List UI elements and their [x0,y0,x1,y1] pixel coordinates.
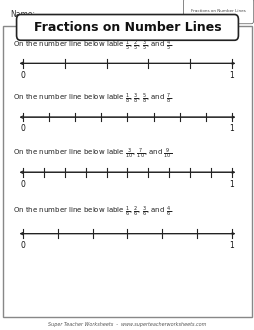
FancyBboxPatch shape [17,15,237,40]
Text: On the number line below lable $\frac{1}{8}$, $\frac{3}{8}$, $\frac{5}{8}$, and : On the number line below lable $\frac{1}… [13,92,173,106]
Text: 1: 1 [229,124,233,133]
Text: 1: 1 [229,241,233,250]
Text: Like Denominators: Like Denominators [199,14,237,18]
Text: 0: 0 [20,71,25,80]
Text: 0: 0 [20,124,25,133]
FancyBboxPatch shape [183,0,253,24]
Text: Name:: Name: [10,10,35,19]
Text: On the number line below lable $\frac{1}{6}$, $\frac{2}{6}$, $\frac{3}{6}$, and : On the number line below lable $\frac{1}… [13,205,173,219]
Text: 1: 1 [229,71,233,80]
Text: 1: 1 [229,180,233,188]
Text: 0: 0 [20,180,25,188]
Text: Fractions on Number Lines: Fractions on Number Lines [190,9,245,13]
Text: On the number line below lable $\frac{1}{5}$, $\frac{2}{5}$, $\frac{3}{5}$, and : On the number line below lable $\frac{1}… [13,39,173,52]
Text: Super Teacher Worksheets  -  www.superteacherworksheets.com: Super Teacher Worksheets - www.superteac… [48,321,206,327]
Text: On the number line below lable $\frac{3}{10}$, $\frac{7}{10}$, and $\frac{9}{10}: On the number line below lable $\frac{3}… [13,147,173,160]
Text: 0: 0 [20,241,25,250]
Text: Fractions on Number Lines: Fractions on Number Lines [34,21,220,34]
FancyBboxPatch shape [3,26,251,317]
